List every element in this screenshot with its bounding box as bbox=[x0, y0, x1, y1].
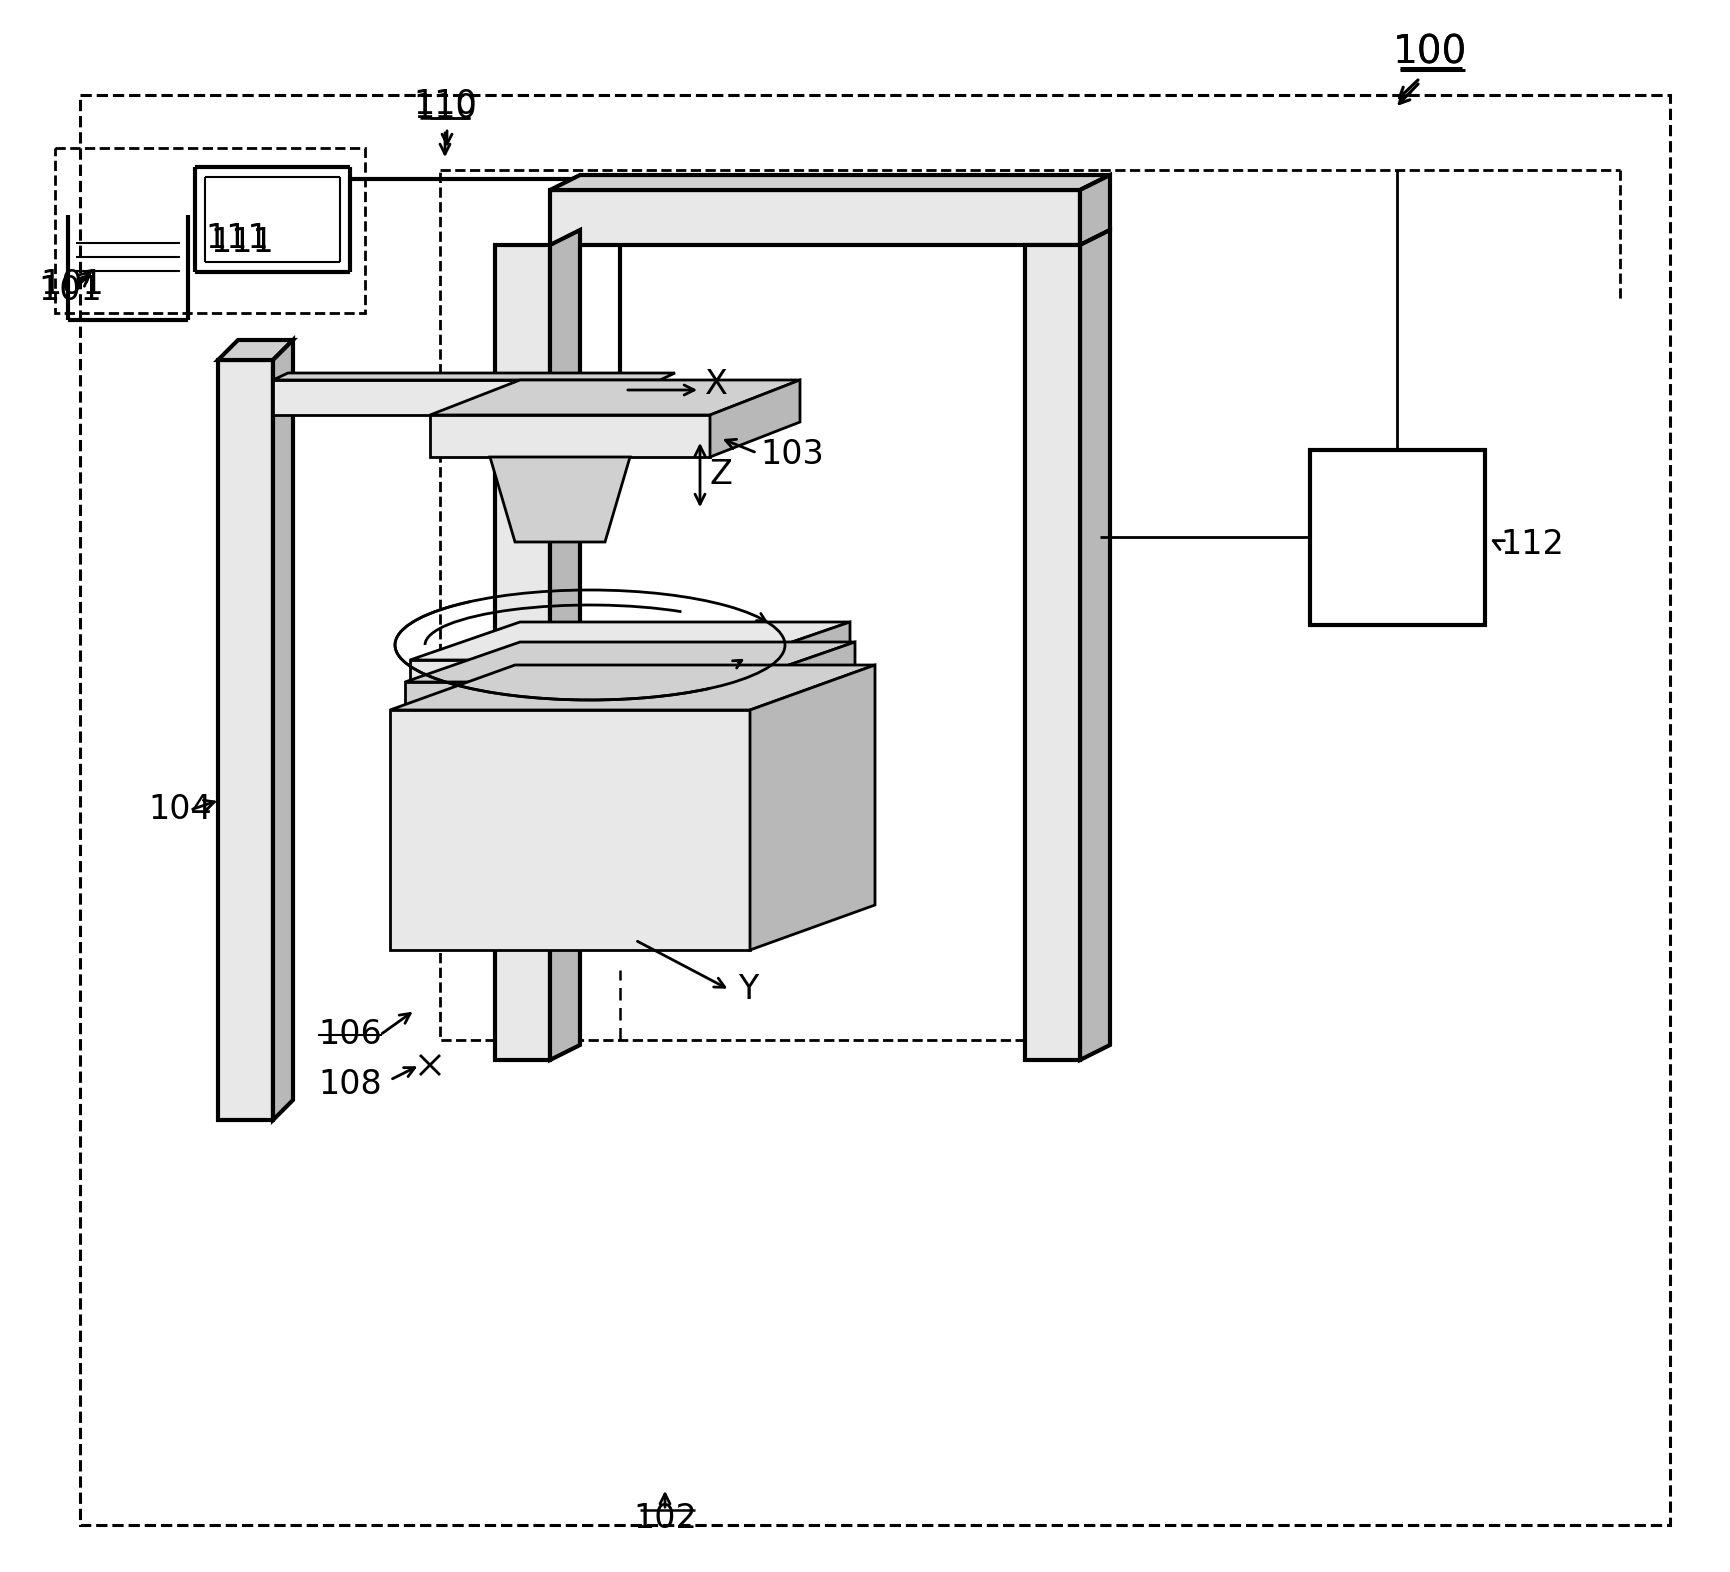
Text: 112: 112 bbox=[1500, 528, 1562, 561]
Text: 101: 101 bbox=[38, 274, 102, 307]
Polygon shape bbox=[389, 711, 749, 949]
Text: 110: 110 bbox=[413, 91, 476, 124]
Polygon shape bbox=[429, 380, 799, 415]
Text: 101: 101 bbox=[40, 269, 104, 302]
Text: 104: 104 bbox=[147, 794, 211, 827]
Text: 108: 108 bbox=[318, 1069, 382, 1102]
Text: 111: 111 bbox=[204, 222, 268, 255]
Polygon shape bbox=[410, 623, 849, 660]
Text: 106: 106 bbox=[318, 1019, 382, 1052]
Polygon shape bbox=[273, 373, 675, 380]
Polygon shape bbox=[550, 174, 1109, 190]
Polygon shape bbox=[429, 415, 709, 457]
Text: 111: 111 bbox=[209, 225, 273, 258]
Text: 110: 110 bbox=[413, 88, 476, 121]
Polygon shape bbox=[405, 641, 855, 682]
Polygon shape bbox=[1310, 450, 1484, 626]
Polygon shape bbox=[273, 340, 292, 1119]
Polygon shape bbox=[739, 623, 849, 682]
Polygon shape bbox=[739, 641, 855, 711]
Text: 100: 100 bbox=[1393, 33, 1467, 71]
Polygon shape bbox=[1080, 174, 1109, 245]
Text: Z: Z bbox=[709, 459, 732, 492]
Polygon shape bbox=[495, 245, 550, 1060]
Polygon shape bbox=[218, 340, 292, 360]
Text: X: X bbox=[704, 368, 727, 401]
Text: 100: 100 bbox=[1393, 33, 1467, 71]
Polygon shape bbox=[273, 380, 659, 415]
Polygon shape bbox=[709, 380, 799, 457]
Polygon shape bbox=[218, 360, 273, 1119]
Polygon shape bbox=[1080, 230, 1109, 1060]
Polygon shape bbox=[550, 190, 1080, 245]
Text: 102: 102 bbox=[633, 1501, 697, 1534]
Polygon shape bbox=[410, 660, 739, 682]
Polygon shape bbox=[405, 682, 739, 711]
Polygon shape bbox=[389, 665, 874, 711]
Polygon shape bbox=[490, 457, 630, 542]
Text: Y: Y bbox=[737, 973, 758, 1006]
Polygon shape bbox=[749, 665, 874, 949]
Polygon shape bbox=[1024, 245, 1080, 1060]
Polygon shape bbox=[550, 230, 580, 1060]
Text: 103: 103 bbox=[759, 439, 823, 472]
